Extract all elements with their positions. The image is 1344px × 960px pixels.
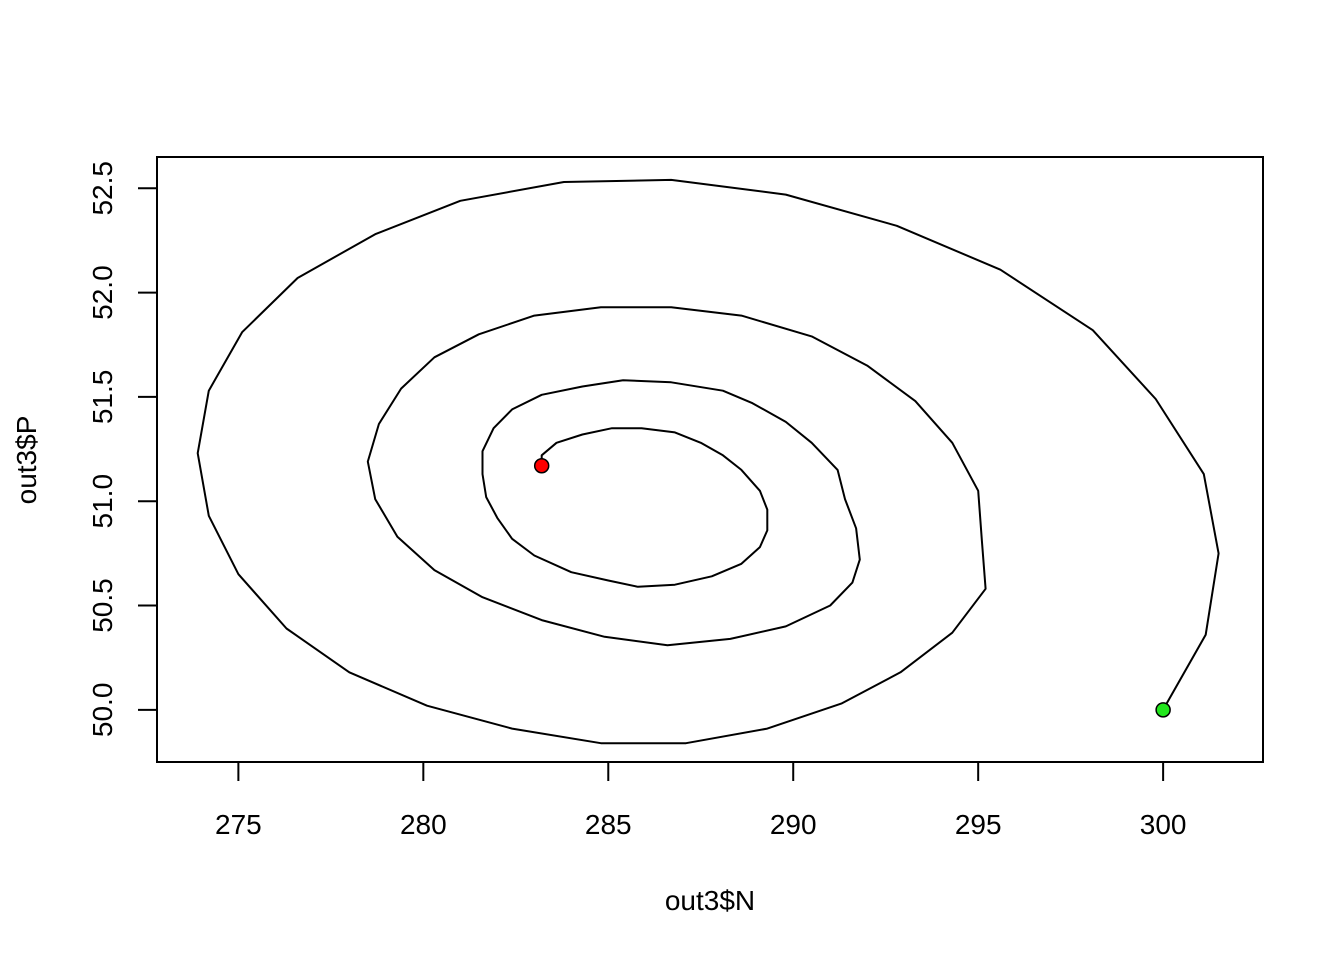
x-tick-label: 280 [400,809,447,840]
trajectory-line-0 [196,178,1220,745]
y-tick-label: 52.5 [87,161,118,216]
start-point-marker [1155,702,1171,718]
y-tick-label: 51.5 [87,370,118,425]
end-point-marker [533,458,550,474]
plot-frame [156,156,1264,763]
y-tick-label: 51.0 [87,474,118,528]
y-tick-label: 52.0 [87,265,118,320]
x-tick-label: 300 [1140,809,1187,840]
plot-content [196,178,1220,745]
y-tick-label: 50.5 [87,578,118,633]
x-tick-label: 295 [955,809,1002,840]
x-axis: 275 280 285 290 295 300 [215,761,1187,840]
y-tick-label: 50.0 [87,683,118,738]
y-axis: 50.0 50.5 51.0 51.5 52.0 52.5 [87,161,158,738]
x-tick-label: 275 [215,809,262,840]
x-tick-label: 290 [770,809,817,840]
x-axis-title: out3$N [665,885,755,916]
y-axis-title: out3$P [11,416,42,505]
x-tick-label: 285 [585,809,632,840]
